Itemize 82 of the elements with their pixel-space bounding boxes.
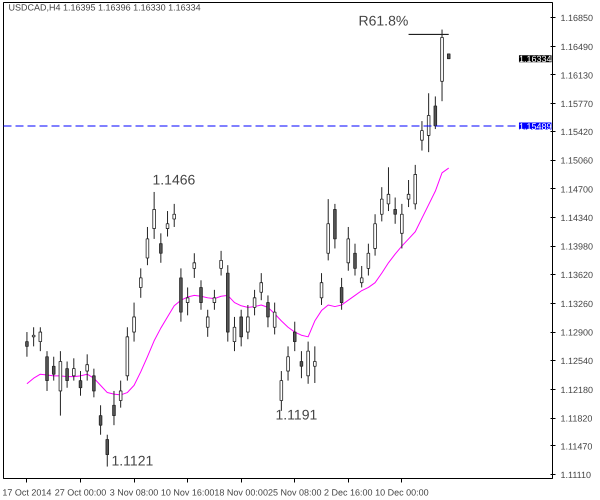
y-tick-label: 1.16130 xyxy=(560,70,594,80)
candlestick xyxy=(420,120,424,152)
x-tick-label: 3 Nov 08:00 xyxy=(110,488,158,498)
candlestick xyxy=(252,289,256,316)
x-tick-label: 2 Dec 16:00 xyxy=(324,488,373,498)
candlestick xyxy=(246,304,250,340)
candlestick xyxy=(166,210,170,238)
candlestick xyxy=(266,294,270,328)
x-tick-label: 17 Oct 2014 xyxy=(2,488,52,498)
annotation: 1.1466 xyxy=(152,172,196,188)
y-tick-label: 1.15420 xyxy=(560,126,594,137)
candlestick xyxy=(219,250,223,276)
candlestick xyxy=(25,332,29,358)
candlestick xyxy=(260,272,263,301)
x-tick-label: 10 Nov 16:00 xyxy=(160,488,214,498)
y-tick-label: 1.12540 xyxy=(560,356,594,366)
candlestick xyxy=(72,358,76,382)
candlestick xyxy=(280,370,284,412)
candlestick xyxy=(32,326,36,347)
y-tick-label: 1.13620 xyxy=(560,270,594,280)
candlestick xyxy=(206,309,210,338)
candlestick xyxy=(286,346,290,382)
candlestick xyxy=(192,252,196,278)
candlestick xyxy=(52,356,56,382)
y-tick-label: 1.15060 xyxy=(560,156,594,166)
x-tick-label: 25 Nov 08:00 xyxy=(268,488,322,498)
candlestick xyxy=(232,316,236,352)
candlestick xyxy=(360,265,364,288)
y-tick-label: 1.11470 xyxy=(560,441,592,452)
candlestick xyxy=(45,350,49,392)
candlestick xyxy=(293,321,296,352)
candlestick xyxy=(239,309,243,347)
candlestick xyxy=(139,268,142,298)
candlestick xyxy=(340,277,344,310)
candlestick xyxy=(38,326,42,352)
x-tick-label: 18 Nov 00:00 xyxy=(214,488,268,498)
candlestick xyxy=(380,186,384,222)
candlestick xyxy=(313,346,317,384)
candlestick xyxy=(400,203,404,249)
candlestick xyxy=(393,197,397,224)
candlestick xyxy=(118,380,122,408)
candlestick xyxy=(98,404,102,436)
chart-title: USDCAD,H4 1.16395 1.16396 1.16330 1.16334 xyxy=(8,2,201,12)
candlestick xyxy=(426,92,430,153)
candlestick xyxy=(159,232,163,264)
candlestick xyxy=(366,243,370,276)
candlestick xyxy=(85,354,89,382)
y-tick-label: 1.14700 xyxy=(560,184,594,194)
text: 1.16334 xyxy=(518,54,552,64)
candlestick xyxy=(152,191,156,240)
y-tick-label: 1.15770 xyxy=(560,99,594,110)
y-tick-label: 1.13980 xyxy=(560,242,594,252)
candlestick xyxy=(132,302,136,342)
annotation: 1.1191 xyxy=(276,406,318,422)
y-tick-label: 1.11110 xyxy=(560,470,592,480)
candlestick xyxy=(106,434,110,468)
annotation: R61.8% xyxy=(358,12,408,28)
candlestick xyxy=(434,96,438,130)
candlestick xyxy=(320,272,324,306)
candlestick xyxy=(65,360,69,388)
candlestick xyxy=(112,390,116,426)
y-tick-label: 1.16490 xyxy=(560,42,594,52)
annotation: 1.1121 xyxy=(112,452,154,468)
y-tick-label: 1.12900 xyxy=(560,328,594,338)
candlestick xyxy=(300,350,304,379)
candlestick xyxy=(146,226,150,266)
candlestick xyxy=(172,203,176,228)
candlestick xyxy=(186,286,190,316)
y-tick-label: 1.11820 xyxy=(560,414,592,424)
y-tick-label: 1.14340 xyxy=(560,212,594,223)
y-tick-label: 1.12180 xyxy=(560,384,594,395)
candlestick xyxy=(212,289,216,310)
ref-line-label: 1.15489 xyxy=(518,121,552,132)
candlestick xyxy=(406,180,410,208)
candlestick xyxy=(272,302,276,335)
x-tick-label: 27 Oct 00:00 xyxy=(54,488,106,498)
candlestick xyxy=(346,226,350,272)
y-tick-label: 1.16850 xyxy=(560,13,594,24)
x-tick-label: 10 Dec 00:00 xyxy=(375,488,429,498)
y-tick-label: 1.13260 xyxy=(560,298,594,309)
candlestick xyxy=(386,166,390,212)
candlestick xyxy=(92,368,96,398)
